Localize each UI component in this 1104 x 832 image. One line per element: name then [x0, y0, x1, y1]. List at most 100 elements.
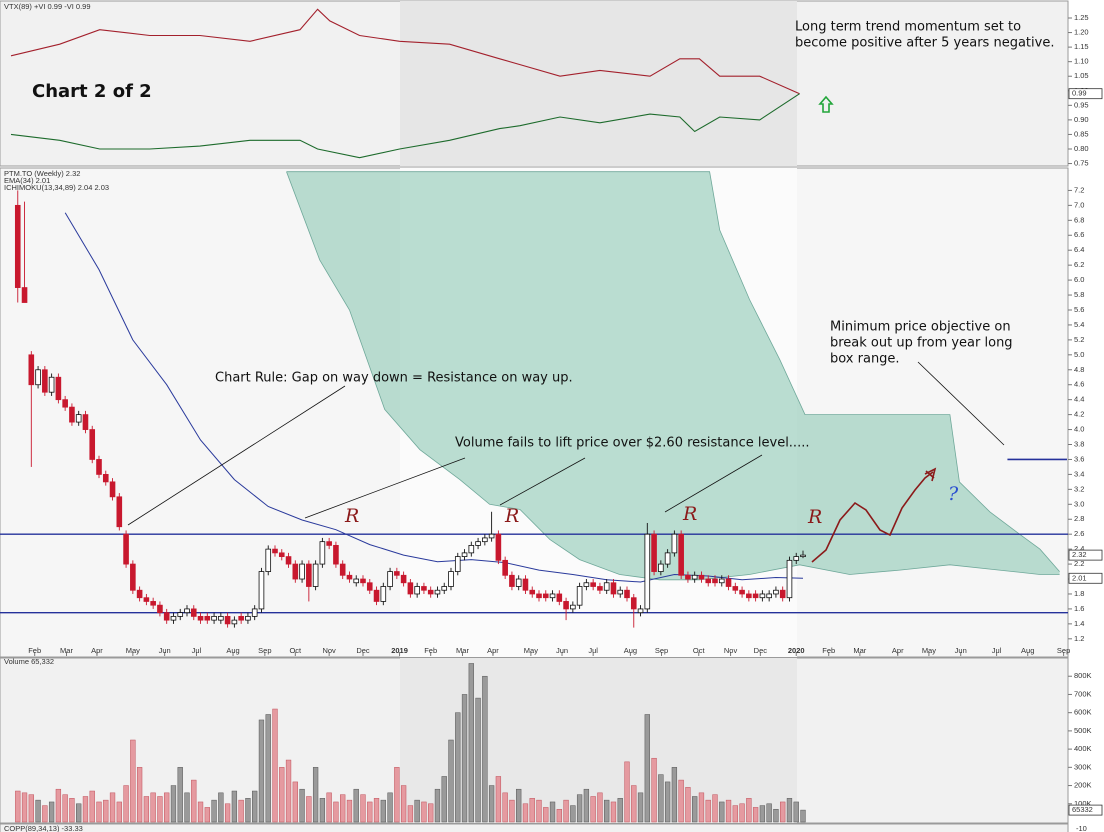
price-flag-label: 2.32: [1072, 550, 1087, 559]
y-tick-label: 6.4: [1074, 245, 1084, 254]
volume-bar: [448, 739, 454, 823]
projection-path: [811, 471, 934, 563]
candle-body: [231, 619, 238, 625]
series-group: [10, 8, 800, 159]
volume-bar: [360, 794, 366, 823]
indicator-line: [10, 93, 800, 159]
candle-body: [542, 593, 549, 599]
volume-bar: [15, 790, 21, 823]
volume-bar: [279, 767, 285, 823]
volume-bar: [725, 799, 732, 823]
y-tick-label: 6.0: [1074, 275, 1084, 284]
candle-body: [102, 474, 109, 483]
volume-bar: [380, 799, 386, 823]
y-tick-label: 600K: [1074, 708, 1092, 717]
candle-body: [89, 429, 96, 460]
candle-body: [495, 533, 502, 561]
volume-bar: [252, 790, 258, 823]
volume-bar: [21, 792, 28, 823]
candle-body: [109, 481, 116, 498]
handwritten-mark: R: [344, 505, 359, 527]
x-tick-label: Jun: [955, 646, 967, 655]
volume-bar: [407, 805, 414, 823]
annotation: break out up from year long: [830, 336, 1013, 351]
candle-body: [434, 589, 441, 595]
candle-body: [157, 604, 163, 614]
volume-bar: [414, 799, 420, 823]
candle-body: [793, 556, 800, 561]
x-tick-label: Apr: [892, 646, 904, 655]
candle-body: [380, 586, 387, 602]
candle-body: [150, 601, 156, 606]
volume-bar: [671, 767, 678, 823]
volume-bar: [204, 807, 210, 823]
volume-bar: [312, 767, 319, 823]
candle-body: [48, 376, 55, 393]
volume-bar: [346, 799, 353, 823]
candle-body: [678, 533, 684, 576]
volume-bar: [184, 792, 190, 823]
y-tick-label: 5.6: [1074, 305, 1084, 314]
candle-body: [421, 586, 427, 591]
candle-body: [752, 593, 759, 599]
candle-body: [211, 615, 217, 621]
volume-bar: [752, 807, 759, 823]
candle-body: [184, 608, 190, 614]
pointer-line: [499, 457, 586, 506]
handwritten-mark: R: [682, 503, 697, 525]
candle-body: [658, 563, 664, 572]
x-tick-label: Sep: [655, 646, 668, 655]
candle-body: [617, 589, 624, 595]
volume-bar: [197, 801, 204, 823]
candle-body: [387, 571, 393, 587]
candle-body: [644, 533, 651, 610]
volume-bar: [685, 787, 691, 823]
volume-bar: [549, 801, 556, 823]
legend: VTX(89) +VI 0.99 -VI 0.99: [4, 2, 91, 11]
candle-body: [312, 563, 319, 587]
handwritten-mark: R: [504, 505, 519, 527]
candle-body: [238, 615, 244, 621]
candle-body: [563, 601, 569, 610]
y-tick-label: 3.8: [1074, 439, 1084, 448]
volume-bar: [373, 798, 380, 823]
volume-bar: [658, 774, 664, 823]
volume-bar: [637, 792, 644, 823]
candle-body: [14, 204, 21, 288]
price-flag-label: 2.01: [1072, 573, 1087, 582]
y-tick-label: 1.4: [1074, 619, 1084, 628]
candle-body: [96, 459, 102, 475]
price-flag-label: 0.99: [1072, 89, 1087, 98]
candle-body: [265, 548, 272, 572]
y-tick-label: -10: [1076, 824, 1087, 832]
candle-body: [549, 593, 556, 599]
price-flag: [1068, 804, 1103, 816]
candle-body: [454, 556, 461, 572]
pointer-lines: [127, 361, 1005, 526]
x-tick-label: Oct: [289, 646, 302, 655]
x-tick-label: Apr: [91, 646, 103, 655]
volume-bar: [191, 779, 197, 823]
projection-arrowhead: [924, 467, 937, 482]
y-tick-label: 1.05: [1074, 71, 1089, 80]
annotation: Chart Rule: Gap on way down = Resistance…: [215, 371, 573, 386]
y-tick-label: 2.8: [1074, 514, 1084, 523]
candle-body: [651, 533, 657, 572]
volume-bar: [319, 798, 326, 823]
cloud-edge: [286, 171, 1060, 572]
volume-bar: [170, 785, 177, 823]
candle-body: [468, 544, 475, 554]
handwritten-mark: ?: [948, 483, 959, 505]
legend: Volume 65,332: [4, 657, 54, 666]
y-tick-label: 6.6: [1074, 230, 1084, 239]
candle-body: [245, 615, 251, 621]
candle-body: [725, 578, 732, 587]
candle-body: [691, 574, 698, 580]
y-tick-label: 0.85: [1074, 129, 1089, 138]
x-tick-label: May: [922, 646, 936, 655]
volume-bar: [394, 767, 400, 823]
candle-body: [718, 578, 725, 584]
candle-body: [786, 559, 793, 599]
legend: PTM.TO (Weekly) 2.32: [4, 169, 80, 178]
volume-bar: [116, 801, 122, 823]
